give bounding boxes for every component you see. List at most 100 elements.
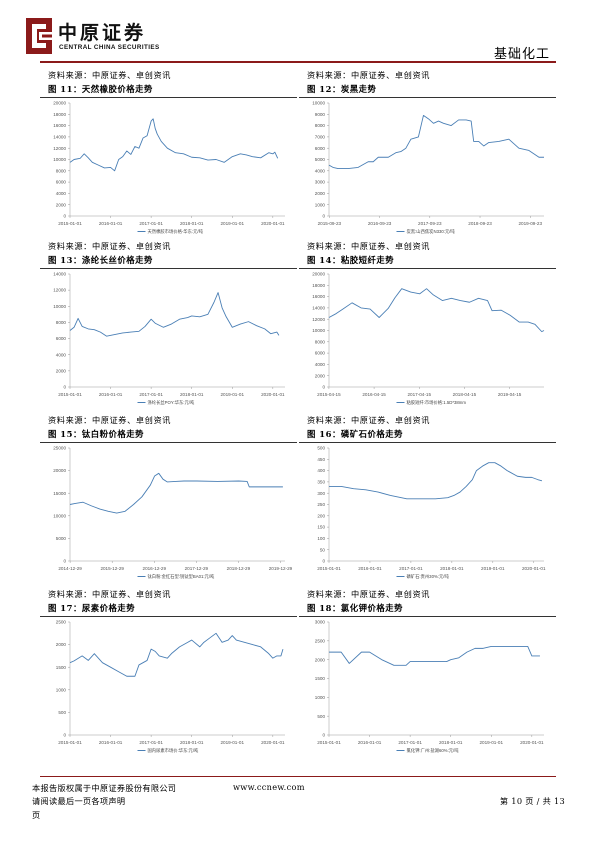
y-tick-label: 6000 <box>315 351 326 356</box>
series-line <box>69 292 280 337</box>
x-tick-label: 2016-01-01 <box>358 566 382 571</box>
y-tick-label: 14000 <box>53 135 66 140</box>
x-tick-label: 2018-01-01 <box>180 392 204 397</box>
x-tick-label: 2018-01-01 <box>180 221 204 226</box>
footer-divider <box>40 776 556 777</box>
x-tick-label: 2015-01-01 <box>58 740 82 745</box>
company-logo: 中原证券 CENTRAL CHINA SECURITIES <box>26 18 186 58</box>
x-tick-label: 2020-01-01 <box>520 740 544 745</box>
header-divider <box>40 61 556 63</box>
x-tick-label: 2019-01-01 <box>221 740 245 745</box>
figure-title-rule <box>299 442 556 443</box>
legend-label: 天然橡胶市场价格-华东:元/吨 <box>148 228 204 235</box>
y-tick-label: 16000 <box>312 294 325 299</box>
y-tick-label: 3000 <box>315 620 326 625</box>
x-tick-label: 2016-12-29 <box>143 566 167 571</box>
y-tick-label: 1000 <box>56 687 67 692</box>
footer: 本报告版权属于中原证券股份有限公司 www.ccnew.com 请阅读最后一页各… <box>0 776 596 836</box>
footer-website[interactable]: www.ccnew.com <box>233 782 305 792</box>
y-tick-label: 18000 <box>312 283 325 288</box>
y-tick-label: 1000 <box>315 202 326 207</box>
figure-title-rule <box>40 442 297 443</box>
x-tick-label: 2019-01-01 <box>481 566 505 571</box>
chart-axes <box>69 103 285 217</box>
y-tick-label: 400 <box>317 468 325 473</box>
x-tick-label: 2017-01-01 <box>139 392 163 397</box>
y-tick-label: 100 <box>317 536 325 541</box>
line-chart: 0 500 1000 1500 2000 2500 3000 2015-01-01 2016-0… <box>315 620 544 754</box>
y-tick-label: 500 <box>317 446 325 451</box>
x-tick-label: 2016-01-01 <box>99 392 123 397</box>
logo-chinese-name: 中原证券 <box>58 22 147 44</box>
x-tick-label: 2020-01-01 <box>522 566 546 571</box>
figure-source: 资料来源：中原证券、卓创资讯 <box>48 589 172 599</box>
y-tick-label: 5000 <box>315 157 326 162</box>
y-tick-label: 500 <box>58 710 66 715</box>
x-tick-label: 2018-01-01 <box>180 740 204 745</box>
x-tick-label: 2018-01-01 <box>439 740 463 745</box>
y-tick-label: 300 <box>317 491 325 496</box>
chart-axes <box>328 622 544 736</box>
y-tick-label: 10000 <box>53 304 66 309</box>
x-tick-label: 2018-01-01 <box>440 566 464 571</box>
x-tick-label: 2015-01-01 <box>317 566 341 571</box>
x-tick-label: 2014-12-29 <box>58 566 82 571</box>
legend-label: 涤纶长丝POY:华东:元/吨 <box>148 399 195 406</box>
header: 中原证券 CENTRAL CHINA SECURITIES 基础化工 <box>0 0 596 64</box>
y-tick-label: 12000 <box>53 288 66 293</box>
y-tick-label: 10000 <box>53 157 66 162</box>
line-chart: 0 2000 4000 6000 8000 10000 12000 14000 16000 180… <box>312 272 545 406</box>
y-tick-label: 7000 <box>315 135 326 140</box>
line-chart: 0 50 100 150 200 250 300 350 400 450 500 2015-01-01… <box>317 446 546 580</box>
footer-notice: 请阅读最后一页各项声明 <box>32 796 126 806</box>
logo-mark-icon <box>26 18 52 54</box>
y-tick-label: 12000 <box>312 317 325 322</box>
figure-title: 图 13：涤纶长丝价格走势 <box>48 255 153 265</box>
figure-source: 资料来源：中原证券、卓创资讯 <box>307 70 431 80</box>
x-tick-label: 2017-01-01 <box>399 566 423 571</box>
chart-axes <box>328 274 544 388</box>
x-tick-label: 2016-01-01 <box>99 740 123 745</box>
y-tick-label: 6000 <box>56 336 67 341</box>
figure-source: 资料来源：中原证券、卓创资讯 <box>48 415 172 425</box>
y-tick-label: 10000 <box>53 513 66 518</box>
x-tick-label: 2020-01-01 <box>261 740 285 745</box>
chart-axes <box>328 103 544 217</box>
x-tick-label: 2019-01-01 <box>480 740 504 745</box>
page-number: 第 10 页 / 共 13 <box>499 796 565 806</box>
figure-title-rule <box>299 616 556 617</box>
y-tick-label: 1000 <box>315 695 326 700</box>
y-tick-label: 18000 <box>53 112 66 117</box>
series-line <box>69 118 279 172</box>
legend-label: 钛白粉:金红石型:锐钛型BA01:元/吨 <box>148 573 216 580</box>
y-tick-label: 8000 <box>56 168 67 173</box>
y-tick-label: 6000 <box>315 146 326 151</box>
y-tick-label: 200 <box>317 513 325 518</box>
y-tick-label: 20000 <box>53 468 66 473</box>
chart-axes <box>328 448 544 562</box>
x-tick-label: 2015-01-01 <box>317 740 341 745</box>
y-tick-label: 14000 <box>53 272 66 277</box>
figure-source: 资料来源：中原证券、卓创资讯 <box>307 241 431 251</box>
section-title: 基础化工 <box>493 47 550 62</box>
y-tick-label: 2000 <box>56 368 67 373</box>
y-tick-label: 16000 <box>53 123 66 128</box>
figure-panel: 资料来源：中原证券、卓创资讯图 16：磷矿石价格走势 0 50 100 150 200 25… <box>299 412 556 584</box>
y-tick-label: 20000 <box>312 272 325 277</box>
figure-title: 图 17：尿素价格走势 <box>48 603 136 613</box>
y-tick-label: 0 <box>63 214 66 219</box>
x-tick-label: 2019-12-29 <box>269 566 293 571</box>
x-tick-label: 2016-04-15 <box>362 392 386 397</box>
y-tick-label: 4000 <box>315 362 326 367</box>
x-tick-label: 2019-01-01 <box>221 392 245 397</box>
line-chart: 0 1000 2000 3000 4000 5000 6000 7000 8000 9000 100… <box>312 101 544 235</box>
y-tick-label: 10000 <box>312 101 325 106</box>
x-tick-label: 2017-01-01 <box>139 740 163 745</box>
x-tick-label: 2019-04-15 <box>498 392 522 397</box>
figure-panel: 资料来源：中原证券、卓创资讯图 15：钛白粉价格走势 0 5000 10000 1500… <box>40 412 297 584</box>
y-tick-label: 8000 <box>315 123 326 128</box>
y-tick-label: 150 <box>317 525 325 530</box>
figure-panel: 资料来源：中原证券、卓创资讯图 14：粘胶短纤走势 0 2000 4000 6000 80… <box>299 238 556 410</box>
figure-title: 图 12：炭黑走势 <box>307 84 377 94</box>
y-tick-label: 2000 <box>56 202 67 207</box>
